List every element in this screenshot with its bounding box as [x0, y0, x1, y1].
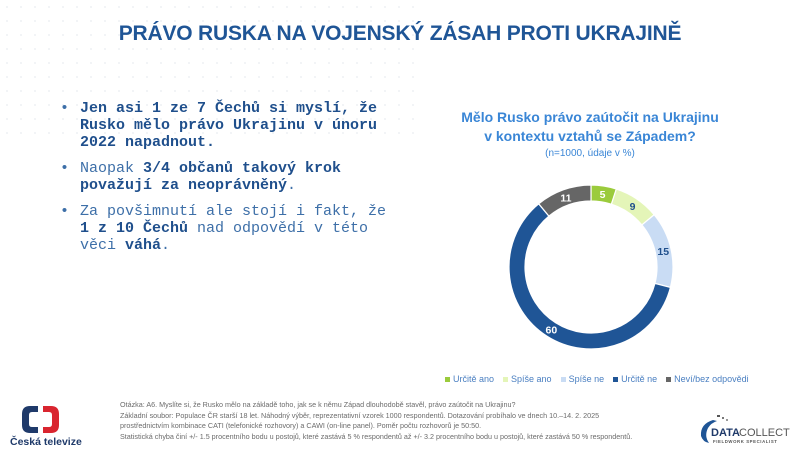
segment-value-label: 60: [546, 324, 558, 336]
chart-subtitle: (n=1000, údaje v %): [545, 148, 635, 159]
datacollect-name-light: COLLECT: [739, 427, 790, 439]
bullet-icon: •: [60, 100, 70, 117]
footnote-method: prostřednictvím kombinace CATI (telefoni…: [120, 421, 482, 430]
legend-label: Určitě ano: [453, 374, 495, 384]
finding-3-highlight-2: váhá: [125, 237, 162, 254]
finding-2-highlight: 3/4 občanů takový krok považují za neopr…: [80, 160, 342, 194]
finding-3: • Za povšimnutí ale stojí i fakt, že 1 z…: [58, 203, 388, 254]
finding-3-text-a: Za povšimnutí ale stojí i fakt, že: [80, 203, 387, 220]
key-findings-list: • Jen asi 1 ze 7 Čechů si myslí, že Rusk…: [58, 100, 388, 263]
bullet-icon: •: [60, 203, 70, 220]
chart-title-line-2: v kontextu vztahů se Západem?: [484, 128, 696, 144]
legend-item: Neví/bez odpovědi: [666, 374, 749, 384]
legend-swatch-icon: [503, 376, 509, 382]
datacollect-swoosh-icon: [700, 420, 717, 443]
legend-swatch-icon: [613, 376, 619, 382]
finding-1-text: Jen asi 1 ze 7 Čechů si myslí, že Rusko …: [80, 100, 378, 151]
chart-title-line-1: Mělo Rusko právo zaútočit na Ukrajinu: [461, 109, 719, 125]
finding-3-text-c: nad odpovědí v této věci: [80, 220, 369, 254]
legend-label: Spíše ne: [568, 374, 605, 384]
donut-chart: 5 9 15 60 11: [508, 184, 674, 350]
ceska-televize-logo-text: Česká televize: [10, 436, 82, 448]
segment-value-label: 15: [657, 246, 669, 258]
background-dot-pattern: [0, 0, 420, 140]
legend-swatch-icon: [560, 376, 566, 382]
chart-title: Mělo Rusko právo zaútočit na Ukrajinu v …: [440, 108, 740, 146]
datacollect-tagline: FIELDWORK SPECIALIST: [713, 439, 778, 444]
finding-3-text-e: .: [161, 237, 171, 254]
datacollect-logo: DATA COLLECT FIELDWORK SPECIALIST: [700, 415, 790, 444]
finding-1: • Jen asi 1 ze 7 Čechů si myslí, že Rusk…: [58, 100, 388, 151]
chart-legend: Určitě ano Spíše ano Spíše ne Určitě ne Neví…: [445, 374, 785, 384]
bullet-icon: •: [60, 160, 70, 177]
legend-swatch-icon: [666, 376, 672, 382]
ceska-televize-logo-icon: [22, 406, 59, 433]
legend-label: Spíše ano: [511, 374, 552, 384]
legend-item: Spíše ano: [503, 374, 552, 384]
donut-segment: [537, 184, 592, 217]
segment-value-label: 5: [600, 189, 606, 201]
slide-title: PRÁVO RUSKA NA VOJENSKÝ ZÁSAH PROTI UKRA…: [118, 22, 682, 45]
finding-2: • Naopak 3/4 občanů takový krok považují…: [58, 160, 388, 194]
datacollect-name: DATA: [711, 427, 740, 439]
footnote-sample: Základní soubor: Populace ČR starší 18 l…: [120, 410, 600, 420]
methodology-footnote: Otázka: A6. Myslíte si, že Rusko mělo na…: [120, 400, 720, 442]
legend-item: Určitě ne: [613, 374, 657, 384]
footnote-question: Otázka: A6. Myslíte si, že Rusko mělo na…: [120, 400, 516, 409]
segment-value-label: 11: [560, 192, 571, 204]
legend-item: Spíše ne: [560, 374, 605, 384]
footnote-error: Statistická chyba činí +/- 1.5 procentní…: [120, 431, 633, 441]
legend-label: Určitě ne: [621, 374, 658, 384]
finding-3-highlight-1: 1 z 10 Čechů: [80, 220, 189, 237]
legend-item: Určitě ano: [445, 374, 494, 384]
segment-value-label: 9: [630, 201, 636, 213]
finding-2-text-c: .: [287, 177, 297, 194]
finding-2-text-a: Naopak: [80, 160, 144, 177]
legend-label: Neví/bez odpovědi: [674, 374, 749, 384]
legend-swatch-icon: [445, 376, 450, 382]
